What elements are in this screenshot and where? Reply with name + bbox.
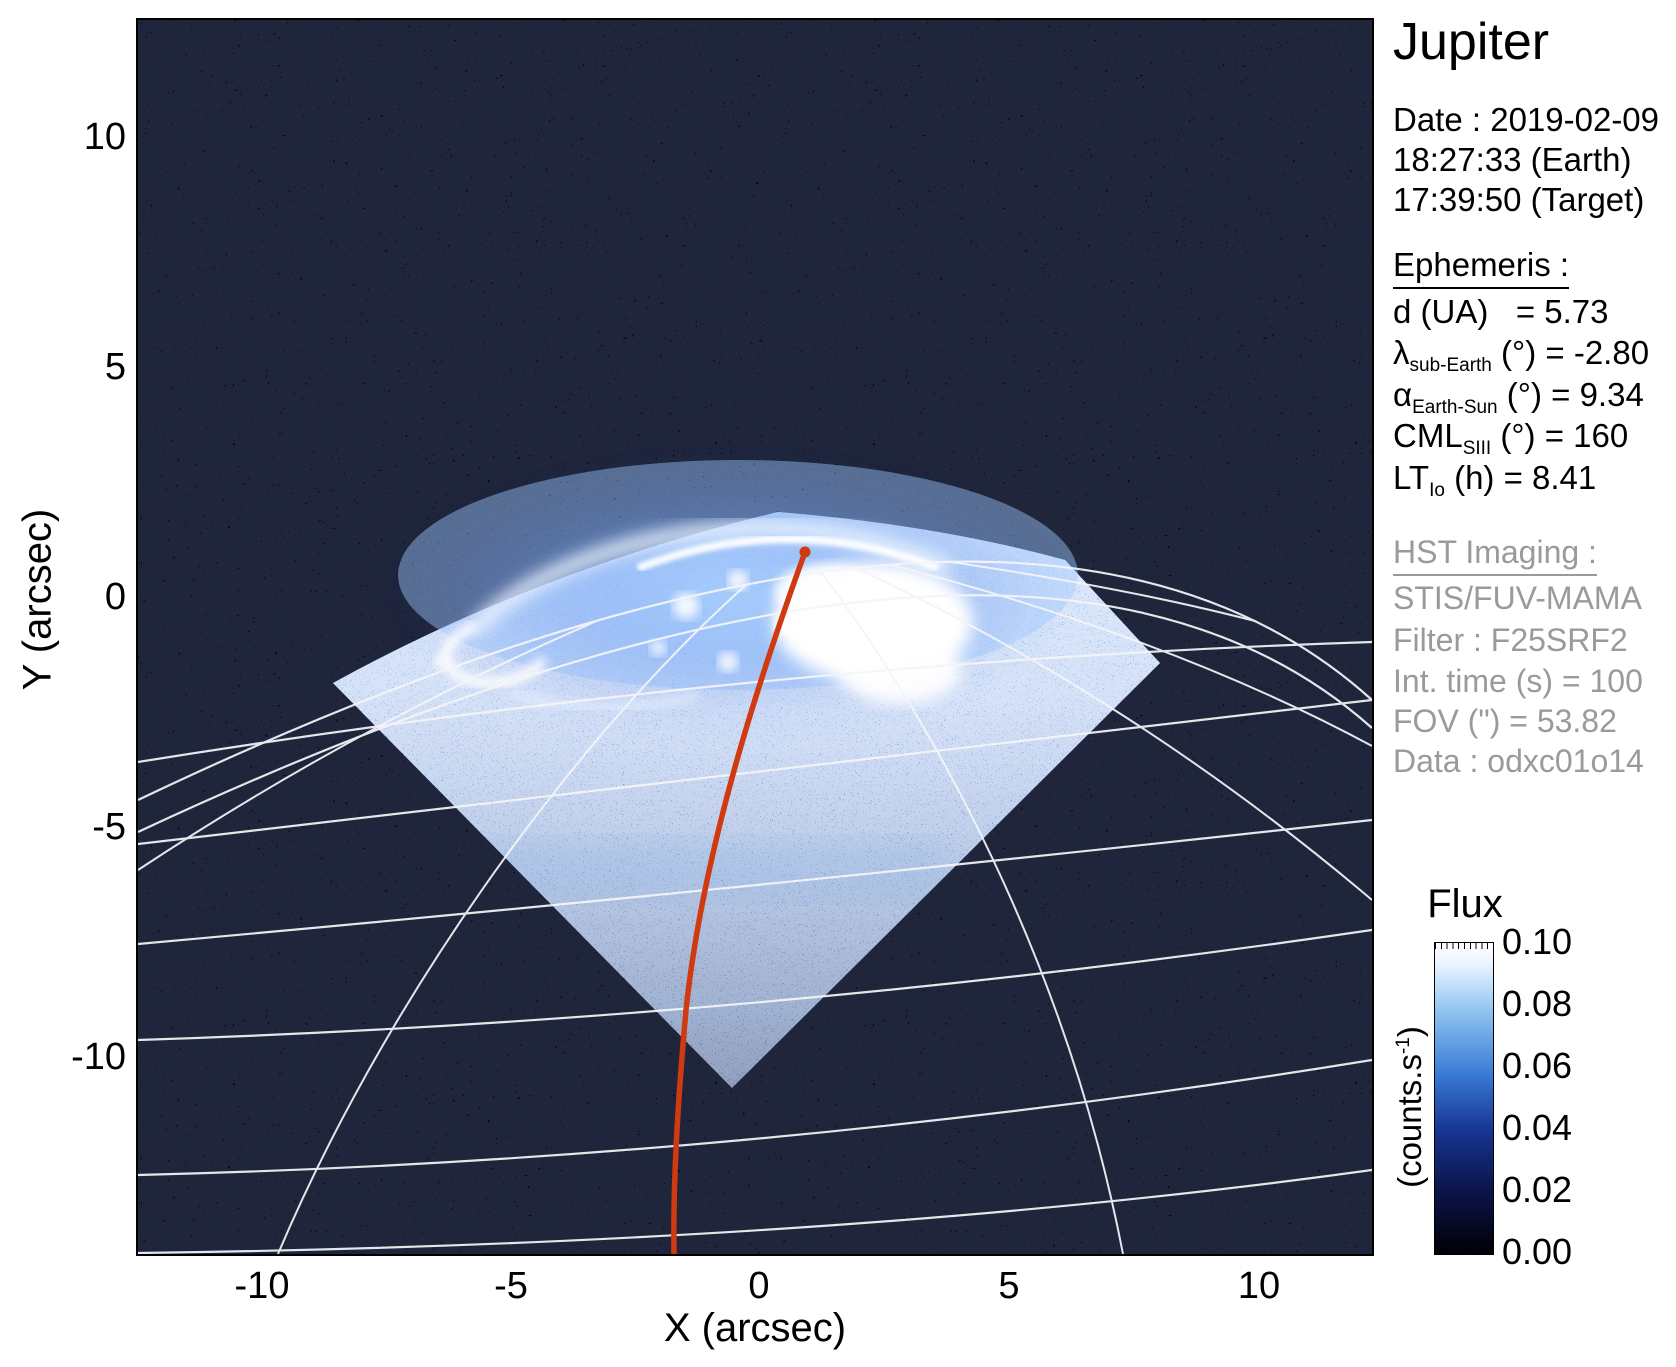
x-tick-label: 0 [748,1265,770,1307]
latitude-arc [138,1168,1372,1254]
auroral-oval [398,467,1058,723]
units-text: (counts.s [1391,1054,1428,1188]
hst-fov-line: FOV (") = 53.82 [1393,703,1617,739]
latitude-arc [138,818,1372,946]
y-tick-label: 5 [104,346,126,388]
y-tick-label: 0 [104,576,126,618]
colorbar-tick-label: 0.04 [1502,1107,1573,1148]
ephemeris-row-cml: CMLSIII (°) = 160 [1393,416,1628,462]
latitude-arc [138,1058,1372,1177]
colorbar-tick-label: 0.00 [1502,1231,1573,1272]
ephemeris-heading: Ephemeris : [1393,246,1570,289]
ephemeris-row-alpha: αEarth-Sun (°) = 9.34 [1393,375,1644,421]
eph-value: (°) = 9.34 [1497,376,1644,413]
x-tick-label: 10 [1237,1265,1281,1307]
target-time-line: 17:39:50 (Target) [1393,181,1645,218]
eph-symbol: λ [1393,334,1410,371]
units-exponent: -1 [1393,1037,1414,1055]
earth-time-line: 18:27:33 (Earth) [1393,141,1632,178]
eph-value: (°) = -2.80 [1491,334,1650,371]
x-tick-label: -10 [234,1265,290,1307]
flux-colorbar [1434,942,1494,1255]
date-line: Date : 2019-02-09 [1393,101,1660,138]
colorbar-tick-label: 0.06 [1502,1045,1573,1086]
colorbar-minor-ticks [1435,943,1493,949]
meridian-line [797,561,1372,901]
latitude-arc [138,698,1372,846]
x-axis-title: X (arcsec) [663,1306,847,1350]
latitude-arc [138,928,1372,1042]
eph-symbol: d (UA) [1393,293,1489,330]
eph-symbol: LT [1393,459,1430,496]
units-close: ) [1391,1026,1428,1038]
meridian-line [797,561,1124,1254]
hst-data-line: Data : odxc01o14 [1393,743,1644,779]
colorbar-tick-label: 0.08 [1502,983,1573,1024]
colorbar-units-label: (counts.s-1) [1391,987,1429,1227]
eph-symbol: α [1393,376,1413,413]
eph-subscript: SIII [1462,438,1492,459]
hst-imaging-heading: HST Imaging : [1393,534,1597,576]
eph-subscript: Io [1429,480,1445,501]
colorbar-minor-ticks [1435,1248,1493,1254]
meridian-line [797,561,1372,747]
ephemeris-row-lambda: λsub-Earth (°) = -2.80 [1393,333,1649,379]
cml-meridian-endpoint [799,546,811,558]
cml-meridian-line [671,549,808,1254]
eph-value: (°) = 160 [1491,417,1629,454]
hst-instrument-line: STIS/FUV-MAMA [1393,580,1642,616]
meridian-line [277,561,799,1254]
hst-inttime-line: Int. time (s) = 100 [1393,663,1643,699]
x-tick-label: 5 [998,1265,1020,1307]
eph-value: (h) = 8.41 [1444,459,1597,496]
eph-value: = 5.73 [1488,293,1609,330]
y-tick-label: -10 [71,1036,126,1078]
eph-symbol: CML [1393,417,1463,454]
colorbar-title: Flux [1427,882,1503,926]
ephemeris-row-distance: d (UA) = 5.73 [1393,292,1609,338]
colorbar-tick-label: 0.02 [1502,1169,1573,1210]
hst-filter-line: Filter : F25SRF2 [1393,622,1628,658]
y-tick-label: 10 [83,116,126,158]
eph-subscript: sub-Earth [1409,355,1492,376]
colorbar-tick-label: 0.10 [1502,921,1573,962]
sky-image-plot [136,18,1374,1256]
y-tick-label: -5 [92,806,126,848]
page-title: Jupiter [1393,13,1550,71]
latitude-arc [138,640,1372,764]
planet-graticule [138,560,1372,1254]
ephemeris-row-lt: LTIo (h) = 8.41 [1393,458,1596,504]
jupiter-aurora-image [138,20,1372,1254]
x-tick-label: -5 [494,1265,528,1307]
y-axis-title: Y (arcsec) [15,508,60,691]
eph-subscript: Earth-Sun [1412,397,1498,418]
